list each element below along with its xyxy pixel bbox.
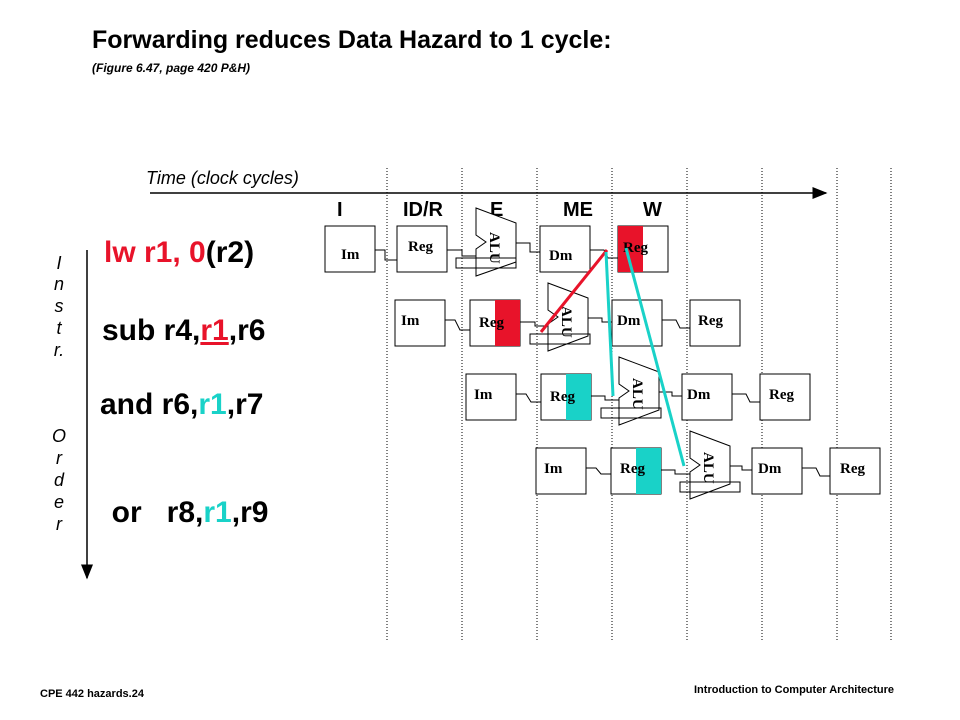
reg-label: Reg (840, 461, 865, 477)
connector (802, 467, 830, 477)
forwarding-path-hazard (539, 249, 609, 333)
im-label: Im (544, 461, 563, 477)
alu-bypass (600, 407, 662, 419)
dm-label: Dm (549, 248, 573, 264)
pipeline-row-and: Im Reg ALU Dm Reg (465, 356, 811, 426)
connector (520, 321, 548, 327)
dm-label: Dm (758, 461, 782, 477)
reg-label: Reg (698, 313, 723, 329)
reg-label: Reg (479, 315, 504, 331)
reg-label: Reg (769, 387, 794, 403)
connector (588, 317, 612, 323)
pipeline-row-sub: Im Reg ALU Dm Reg (394, 282, 741, 352)
slide-title: Forwarding reduces Data Hazard to 1 cycl… (92, 26, 612, 54)
connector (445, 319, 470, 331)
axis-letter: n (53, 274, 64, 294)
alu-shape (475, 207, 517, 277)
dm-box (539, 225, 591, 273)
instruction-sub: sub r4,r1,r6 (102, 314, 266, 347)
reg-read-highlight (566, 374, 591, 420)
axis-letter: r (56, 514, 62, 534)
dm-box (611, 299, 663, 347)
axis-letter: r. (53, 340, 65, 360)
dm-box (751, 447, 803, 495)
axis-letter: d (53, 470, 64, 490)
alu-bypass (679, 481, 741, 493)
reg-label: Reg (620, 461, 645, 477)
connector (662, 319, 690, 329)
reg-writeback-box (829, 447, 881, 495)
pipeline-row-lw: Im Reg ALU Dm Reg (324, 207, 669, 277)
dm-label: Dm (687, 387, 711, 403)
im-label: Im (401, 313, 420, 329)
alu-label: ALU (558, 306, 574, 338)
alu-label: ALU (700, 452, 716, 484)
axis-letter: O (51, 426, 66, 446)
connector (375, 249, 397, 261)
dm-box (681, 373, 733, 421)
reg-read-highlight (636, 448, 661, 494)
alu-bypass (529, 333, 591, 345)
connector (732, 393, 760, 403)
alu-label: ALU (629, 378, 645, 410)
axis-letter: I (56, 253, 62, 273)
forwarding-path-and (604, 251, 615, 397)
reg-label: Reg (550, 389, 575, 405)
connector (591, 395, 619, 401)
axis-letter: e (53, 492, 64, 512)
reg-read-highlight (495, 300, 520, 346)
instruction-and: and r6,r1,r7 (100, 388, 264, 421)
footer-course: CPE 442 hazards.24 (40, 688, 144, 700)
instruction-or: or r8,r1,r9 (111, 496, 269, 529)
reg-label: Reg (408, 239, 433, 255)
connector (516, 393, 541, 403)
reg-writeback-box (759, 373, 811, 421)
cycle-gridlines (386, 168, 892, 640)
axis-letter: r (56, 448, 62, 468)
im-label: Im (341, 247, 360, 263)
axis-letter: t (56, 318, 62, 338)
reg-box (396, 225, 448, 273)
alu-bypass (455, 257, 517, 269)
time-axis-label: Time (clock cycles) (146, 168, 299, 188)
footer-title: Introduction to Computer Architecture (694, 684, 895, 696)
im-box (465, 373, 517, 421)
reg-label: Reg (623, 240, 648, 256)
pipeline-row-or: Im Reg ALU Dm Reg (535, 430, 881, 500)
connector (447, 249, 476, 257)
connector (586, 467, 611, 475)
connector (659, 391, 682, 397)
im-label: Im (474, 387, 493, 403)
im-box (324, 225, 376, 273)
im-box (535, 447, 587, 495)
forwarding-path-or (624, 247, 686, 467)
im-box (394, 299, 446, 347)
alu-label: ALU (486, 232, 502, 264)
reg-writeback-box (689, 299, 741, 347)
connector (730, 465, 752, 471)
instruction-lw: lw r1, 0(r2) (104, 236, 255, 269)
connector (516, 242, 540, 253)
connector (661, 469, 690, 475)
figure-reference: (Figure 6.47, page 420 P&H) (92, 61, 251, 75)
dm-label: Dm (617, 313, 641, 329)
axis-letter: s (54, 296, 64, 316)
